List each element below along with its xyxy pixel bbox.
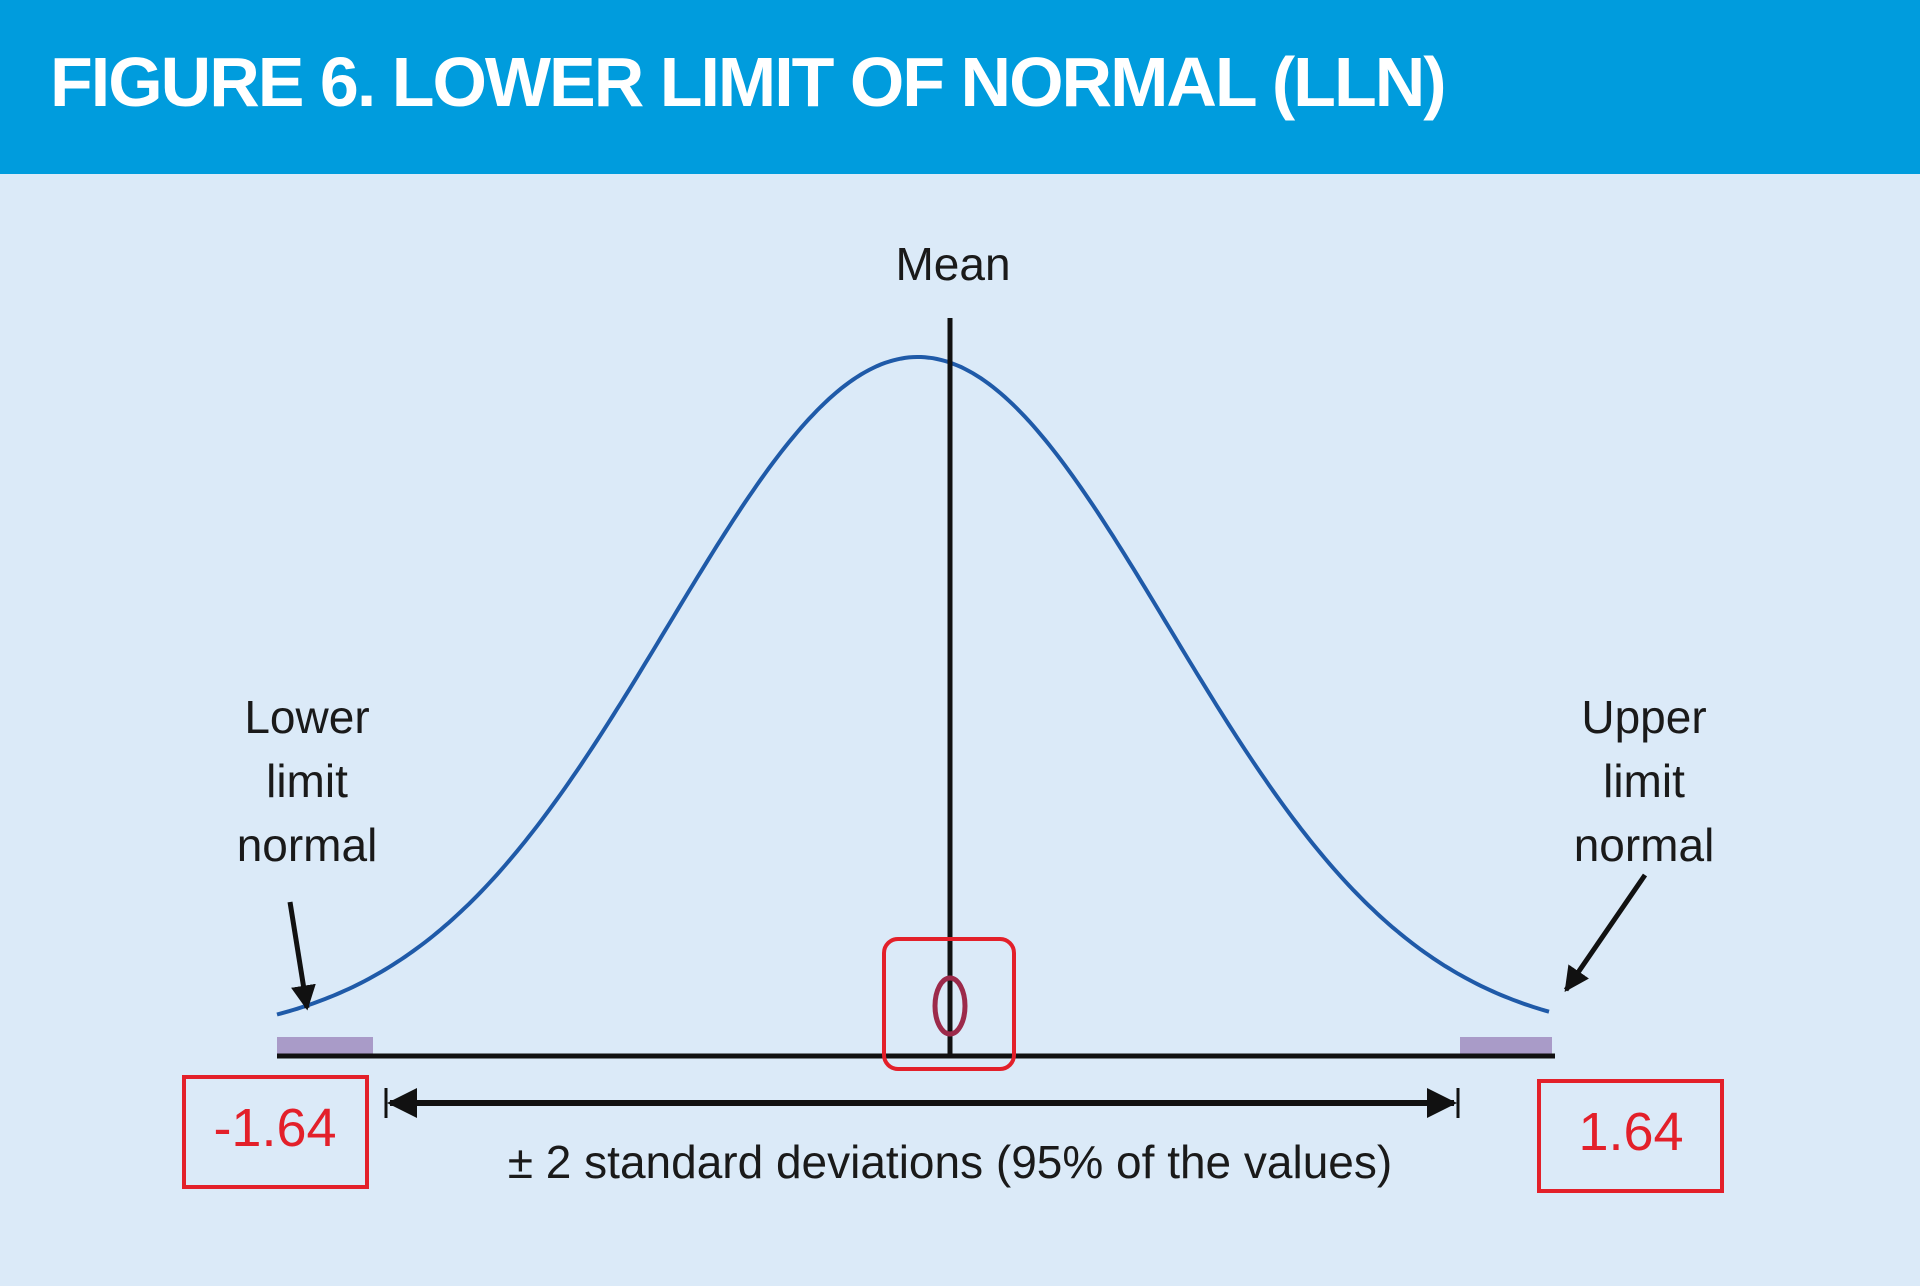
center-value-zero [932, 975, 968, 1037]
upper-value: 1.64 [1578, 1102, 1683, 1162]
upper-value-box [1537, 1079, 1724, 1193]
upper-limit-label-line-3: normal [1574, 819, 1715, 871]
lower-limit-label-line-2: limit [266, 755, 348, 807]
mean-label: Mean [895, 238, 1010, 290]
upper-limit-arrow [1563, 873, 1648, 993]
figure-header: FIGURE 6. LOWER LIMIT OF NORMAL (LLN) [0, 0, 1920, 174]
upper-limit-label-line-2: limit [1603, 755, 1685, 807]
bell-curve [276, 355, 1550, 1017]
lower-limit-label-line-3: normal [237, 819, 378, 871]
range-caption: ± 2 standard deviations (95% of the valu… [508, 1136, 1392, 1188]
lower-value: -1.64 [213, 1098, 336, 1158]
lower-limit-arrow [287, 901, 316, 1011]
lower-limit-label-line-1: Lower [244, 691, 369, 743]
figure-title: FIGURE 6. LOWER LIMIT OF NORMAL (LLN) [50, 43, 1447, 121]
lower-tail-shade [277, 1037, 373, 1057]
upper-tail-shade [1460, 1037, 1552, 1057]
lower-value-box [182, 1075, 369, 1189]
upper-limit-label-line-1: Upper [1581, 691, 1706, 743]
center-value-box [882, 937, 1016, 1071]
